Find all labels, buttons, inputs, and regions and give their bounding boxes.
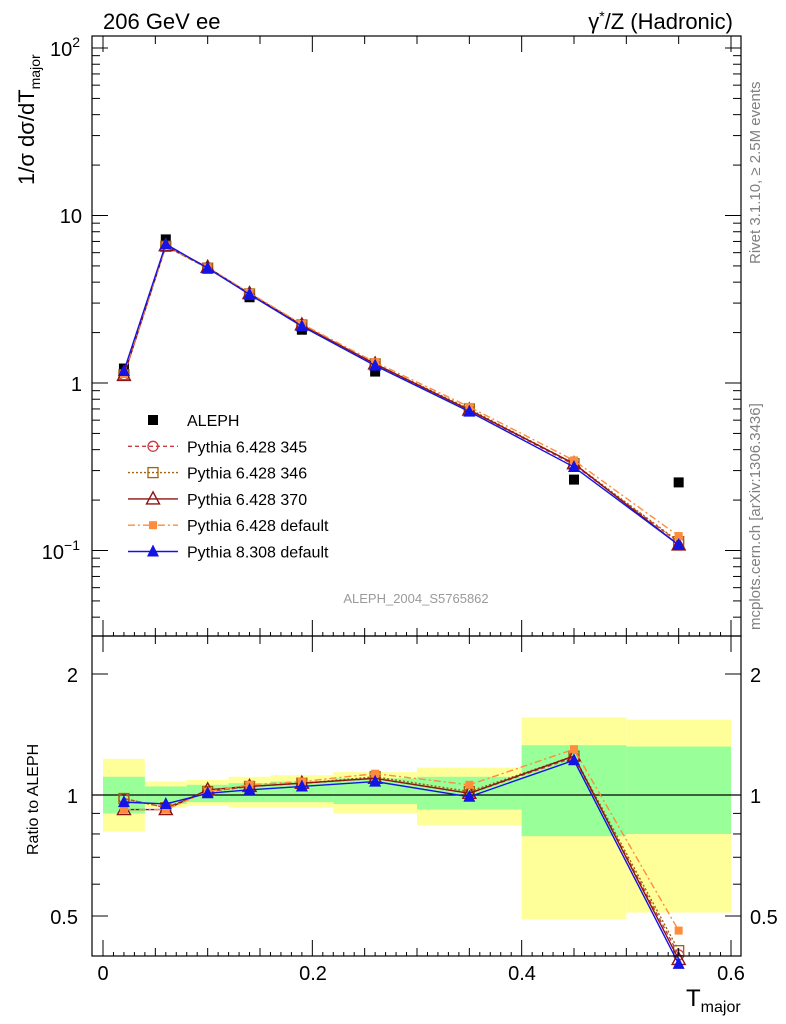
rivet-version-label: Rivet 3.1.10, ≥ 2.5M events	[747, 82, 764, 265]
main-point-pythia-8-308-default-0	[117, 363, 130, 376]
header-process: γ*/Z (Hadronic)	[588, 8, 733, 34]
main-point-pythia-6-428-default-8	[674, 532, 683, 541]
ratio-point-pythia-6-428-default-8	[674, 926, 683, 935]
ratio-point-pythia-8-308-default-0	[117, 795, 130, 808]
ratio-point-pythia-8-308-default-8	[672, 956, 685, 969]
ratio-point-pythia-6-428-default-0	[119, 805, 128, 814]
main-ytick-label-0.1: 10−1	[42, 537, 80, 564]
main-ytick-label-100: 102	[50, 34, 80, 61]
main-point-pythia-8-308-default-7	[568, 460, 580, 473]
legend-label-pythia-6-428-default: Pythia 6.428 default	[187, 518, 329, 535]
ratio-point-pythia-8-308-default-5	[369, 774, 382, 787]
ratio-band-green-8	[626, 746, 731, 834]
main-point-aleph-8	[673, 477, 684, 488]
legend-entry-pythia-6-428-370: Pythia 6.428 370	[128, 490, 307, 509]
main-point-aleph-7	[569, 474, 579, 485]
ratio-point-pythia-6-428-default-1	[161, 805, 170, 814]
ratio-point-pythia-8-308-default-2	[201, 786, 214, 799]
legend-entry-pythia-6-428-346: Pythia 6.428 346	[128, 466, 307, 483]
legend-marker-pythia-8-308-default	[147, 544, 159, 557]
ratio-series-pythia-8-308-default	[117, 753, 685, 969]
x-axis-title: Tmajor	[686, 985, 741, 1016]
xtick-label-0.2: 0.2	[299, 963, 327, 985]
legend-label-pythia-6-428-346: Pythia 6.428 346	[187, 466, 307, 483]
ratio-point-pythia-8-308-default-3	[243, 782, 256, 795]
legend-label-pythia-8-308-default: Pythia 8.308 default	[187, 545, 329, 562]
legend-label-pythia-6-428-345: Pythia 6.428 345	[187, 439, 307, 456]
main-point-pythia-8-308-default-1	[159, 237, 172, 250]
ratio-point-pythia-8-308-default-4	[295, 779, 308, 792]
main-point-pythia-8-308-default-2	[201, 261, 214, 274]
main-y-axis-title: 1/σ dσ/dTmajor	[14, 54, 43, 185]
ratio-ytick-label-right-2: 2	[750, 665, 761, 687]
ratio-point-pythia-8-308-default-1	[159, 796, 172, 809]
ratio-point-pythia-6-428-default-5	[371, 769, 380, 778]
ratio-ytick-label-right-1: 1	[750, 786, 761, 808]
ratio-band-green-4	[270, 781, 334, 803]
axis-ticks	[92, 36, 741, 956]
ratio-ytick-label-right-0.5: 0.5	[750, 907, 778, 929]
legend-label-aleph: ALEPH	[187, 413, 239, 430]
mcplots-reference-label: mcplots.cern.ch [arXiv:1306.3436]	[747, 403, 764, 630]
main-point-aleph-5	[370, 366, 381, 377]
main-ytick-label-10: 10	[60, 206, 82, 228]
legend-marker-pythia-6-428-345	[147, 440, 159, 452]
legend-entry-pythia-6-428-345: Pythia 6.428 345	[128, 439, 307, 456]
xtick-label-0.4: 0.4	[508, 963, 536, 985]
main-series-pythia-8-308-default	[117, 237, 685, 550]
legend-entry-pythia-6-428-default: Pythia 6.428 default	[128, 518, 329, 535]
legend-marker-pythia-6-428-default	[149, 521, 157, 530]
legend: ALEPH Pythia 6.428 345 Pythia 6.428 346 Pyt…	[128, 413, 329, 562]
main-point-pythia-8-308-default-5	[369, 358, 382, 371]
header-energy: 206 GeV ee	[103, 9, 220, 34]
main-plot-series	[116, 234, 687, 551]
main-point-pythia-8-308-default-4	[295, 319, 308, 332]
ratio-point-pythia-6-428-default-6	[465, 780, 474, 789]
ratio-plot-series	[116, 745, 687, 969]
legend-marker-pythia-6-428-346	[147, 466, 159, 479]
xtick-label-0: 0	[97, 963, 108, 985]
legend-marker-aleph	[148, 415, 158, 425]
ratio-point-pythia-6-428-default-7	[570, 745, 578, 754]
ratio-ytick-label-left-0.5: 0.5	[50, 907, 78, 929]
ratio-ytick-label-left-1: 1	[67, 786, 78, 808]
xtick-label-0.6: 0.6	[717, 963, 745, 985]
legend-marker-pythia-6-428-370	[145, 490, 161, 505]
main-point-pythia-8-308-default-6	[463, 404, 476, 417]
legend-entry-aleph: ALEPH	[148, 413, 239, 430]
main-point-pythia-8-308-default-8	[672, 537, 685, 550]
ratio-ytick-label-left-2: 2	[67, 665, 78, 687]
main-ytick-label-1: 1	[71, 374, 82, 396]
main-line-pythia-6-428-default	[123, 244, 680, 537]
ratio-point-pythia-8-308-default-6	[463, 789, 476, 802]
main-point-pythia-8-308-default-3	[243, 287, 256, 300]
ratio-point-pythia-8-308-default-7	[568, 753, 580, 766]
legend-entry-pythia-8-308-default: Pythia 8.308 default	[128, 544, 329, 562]
ratio-y-axis-title: Ratio to ALEPH	[25, 744, 42, 855]
analysis-id-label: ALEPH_2004_S5765862	[343, 591, 488, 606]
legend-label-pythia-6-428-370: Pythia 6.428 370	[187, 492, 307, 509]
